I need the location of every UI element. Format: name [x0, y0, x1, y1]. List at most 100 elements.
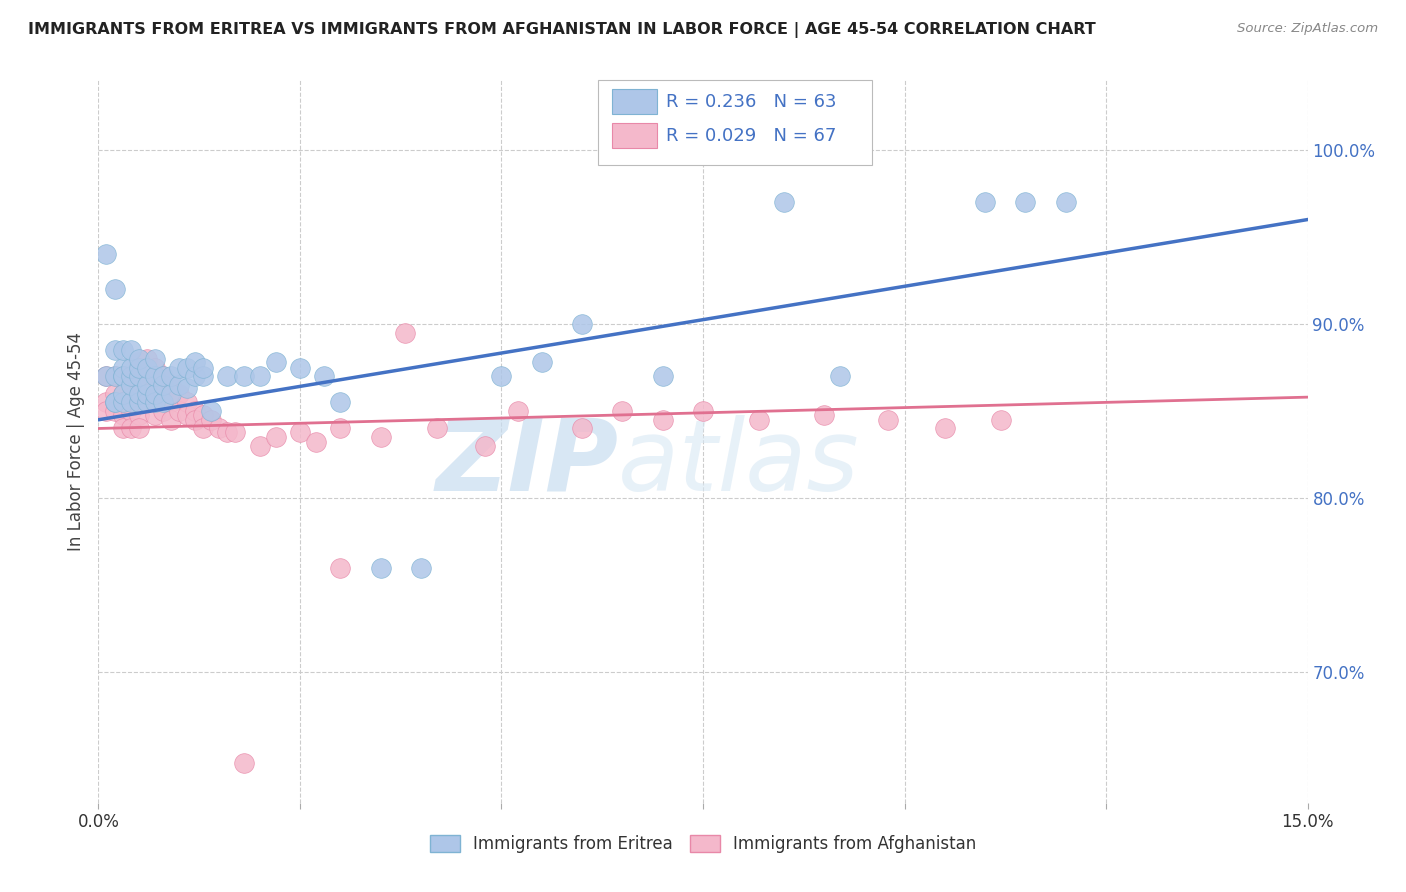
- Point: [160, 369, 183, 384]
- Point: [530, 355, 553, 369]
- Point: [120, 395, 142, 409]
- Point: [748, 413, 770, 427]
- Point: [651, 413, 673, 427]
- Point: [232, 756, 254, 770]
- Point: [152, 378, 174, 392]
- Point: [314, 369, 336, 384]
- Point: [128, 408, 150, 422]
- Point: [167, 360, 190, 375]
- Text: IMMIGRANTS FROM ERITREA VS IMMIGRANTS FROM AFGHANISTAN IN LABOR FORCE | AGE 45-5: IMMIGRANTS FROM ERITREA VS IMMIGRANTS FR…: [28, 22, 1095, 38]
- Point: [772, 195, 794, 210]
- Point: [167, 378, 190, 392]
- Point: [813, 408, 835, 422]
- Point: [152, 369, 174, 384]
- Point: [167, 386, 190, 401]
- Point: [612, 404, 634, 418]
- Point: [135, 386, 157, 401]
- Legend: Immigrants from Eritrea, Immigrants from Afghanistan: Immigrants from Eritrea, Immigrants from…: [423, 828, 983, 860]
- Point: [264, 430, 287, 444]
- Point: [111, 421, 134, 435]
- Point: [974, 195, 997, 210]
- Point: [103, 404, 125, 418]
- Point: [249, 369, 271, 384]
- Point: [506, 404, 529, 418]
- Point: [120, 390, 142, 404]
- Point: [224, 425, 246, 439]
- Point: [571, 317, 593, 331]
- Point: [128, 355, 150, 369]
- Point: [152, 386, 174, 401]
- Point: [193, 421, 215, 435]
- Point: [370, 561, 392, 575]
- Text: atlas: atlas: [619, 415, 860, 512]
- Point: [232, 369, 254, 384]
- Point: [96, 369, 118, 384]
- Point: [111, 386, 134, 401]
- Point: [217, 369, 239, 384]
- Point: [135, 395, 157, 409]
- Point: [103, 369, 125, 384]
- Point: [143, 395, 166, 409]
- Text: Source: ZipAtlas.com: Source: ZipAtlas.com: [1237, 22, 1378, 36]
- Point: [288, 360, 311, 375]
- Point: [128, 373, 150, 387]
- Point: [111, 360, 134, 375]
- Point: [200, 404, 222, 418]
- Point: [111, 408, 134, 422]
- Point: [160, 395, 183, 409]
- Point: [120, 343, 142, 358]
- Point: [1014, 195, 1036, 210]
- Point: [96, 395, 118, 409]
- Point: [1054, 195, 1077, 210]
- Point: [111, 369, 134, 384]
- Point: [135, 395, 157, 409]
- Point: [143, 378, 166, 392]
- Point: [152, 404, 174, 418]
- Point: [152, 395, 174, 409]
- Point: [128, 351, 150, 366]
- Point: [135, 378, 157, 392]
- Point: [103, 395, 125, 409]
- Y-axis label: In Labor Force | Age 45-54: In Labor Force | Age 45-54: [66, 332, 84, 551]
- Point: [120, 369, 142, 384]
- Point: [135, 360, 157, 375]
- Point: [103, 343, 125, 358]
- Point: [96, 404, 118, 418]
- Point: [176, 408, 198, 422]
- Point: [370, 430, 392, 444]
- Text: ZIP: ZIP: [436, 415, 619, 512]
- Point: [111, 369, 134, 384]
- Point: [111, 369, 134, 384]
- Point: [934, 421, 956, 435]
- Point: [143, 351, 166, 366]
- Point: [120, 378, 142, 392]
- Point: [135, 351, 157, 366]
- Text: R = 0.236   N = 63: R = 0.236 N = 63: [666, 93, 837, 111]
- Point: [111, 395, 134, 409]
- Point: [103, 369, 125, 384]
- Point: [103, 395, 125, 409]
- Point: [143, 386, 166, 401]
- Point: [491, 369, 513, 384]
- Point: [128, 369, 150, 384]
- Point: [103, 386, 125, 401]
- Point: [877, 413, 900, 427]
- Point: [193, 360, 215, 375]
- Point: [692, 404, 714, 418]
- Point: [143, 408, 166, 422]
- Point: [264, 355, 287, 369]
- Point: [571, 421, 593, 435]
- Point: [111, 386, 134, 401]
- Point: [160, 413, 183, 427]
- Point: [426, 421, 449, 435]
- Point: [176, 360, 198, 375]
- Point: [474, 439, 496, 453]
- Point: [828, 369, 851, 384]
- Point: [128, 360, 150, 375]
- Point: [409, 561, 432, 575]
- Point: [103, 282, 125, 296]
- Point: [176, 395, 198, 409]
- Point: [217, 425, 239, 439]
- Point: [152, 369, 174, 384]
- Point: [329, 421, 352, 435]
